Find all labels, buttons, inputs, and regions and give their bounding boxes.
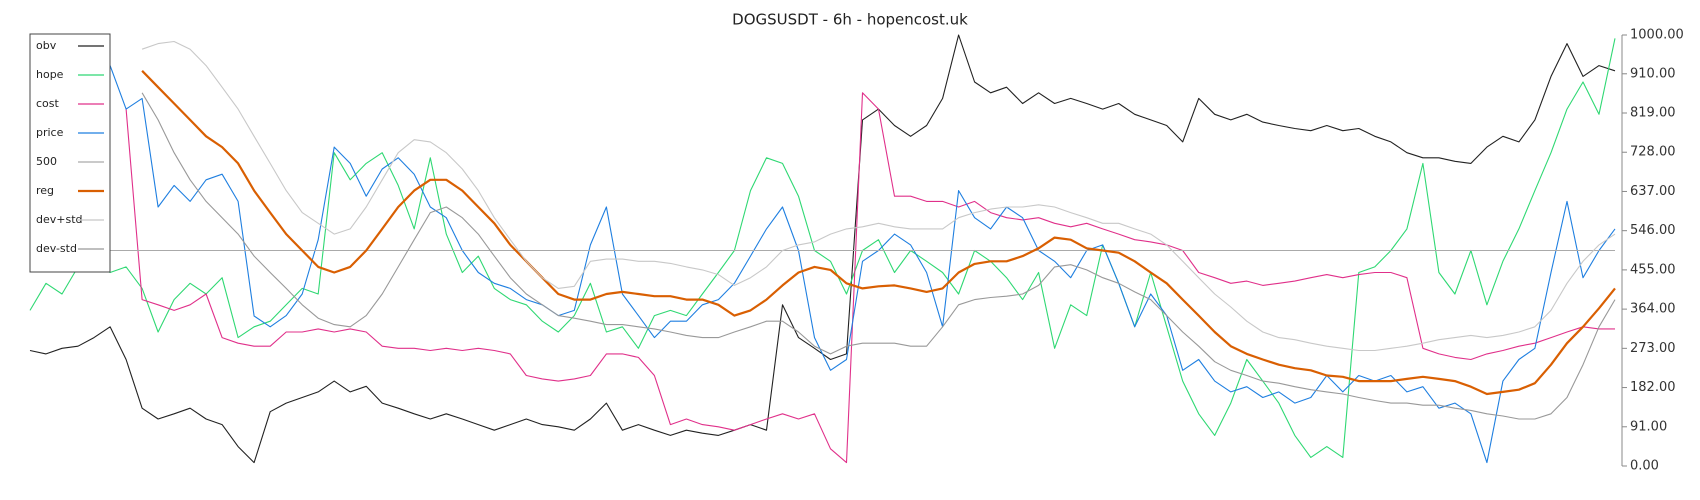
legend: obv hope cost price 500 reg dev+std dev-std xyxy=(29,33,111,273)
legend-label: dev+std xyxy=(36,213,83,226)
plot-area: 0.00 91.00 182.00 273.00 364.00 455.00 546.00 6… xyxy=(29,28,1684,474)
series-line xyxy=(29,34,1616,464)
legend-label: cost xyxy=(36,97,60,110)
y-tick-label: 273.00 xyxy=(1630,341,1676,356)
legend-label: reg xyxy=(36,184,54,197)
y-tick-label: 182.00 xyxy=(1630,380,1676,395)
y-tick-label: 1000.00 xyxy=(1630,28,1684,43)
series-line xyxy=(141,40,1616,352)
y-tick-label: 910.00 xyxy=(1630,66,1676,81)
legend-box xyxy=(29,33,111,273)
y-tick-label: 364.00 xyxy=(1630,302,1676,317)
series-line xyxy=(141,70,1616,396)
series-line xyxy=(29,38,1616,458)
legend-label: price xyxy=(36,126,64,139)
legend-label: 500 xyxy=(36,155,57,168)
y-tick-label: 728.00 xyxy=(1630,145,1676,160)
legend-label: hope xyxy=(36,68,64,81)
series-line xyxy=(125,92,1615,464)
y-tick-label: 819.00 xyxy=(1630,106,1676,121)
y-tick-label: 455.00 xyxy=(1630,262,1676,277)
chart-title: DOGSUSDT - 6h - hopencost.uk xyxy=(732,11,968,29)
y-tick-label: 637.00 xyxy=(1630,184,1676,199)
y-tick-label: 91.00 xyxy=(1630,419,1667,434)
legend-label: dev-std xyxy=(36,242,77,255)
y-tick-label: 546.00 xyxy=(1630,223,1676,238)
series-line xyxy=(109,65,1616,464)
legend-label: obv xyxy=(36,39,57,52)
series-line xyxy=(141,92,1616,420)
y-tick-label: 0.00 xyxy=(1630,459,1659,474)
